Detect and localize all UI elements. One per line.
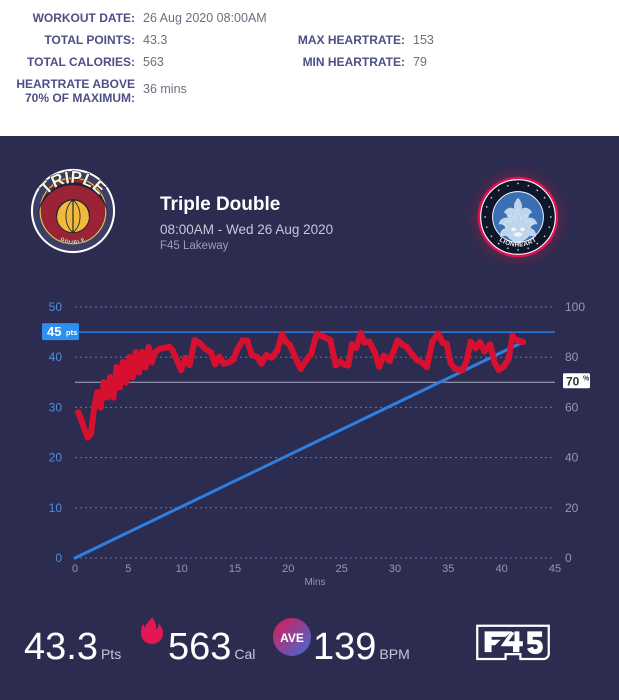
svg-text:25: 25 <box>336 563 348 575</box>
svg-text:80: 80 <box>565 350 579 364</box>
svg-text:20: 20 <box>565 501 579 515</box>
svg-text:50: 50 <box>49 300 63 314</box>
svg-text:20: 20 <box>282 563 294 575</box>
svg-text:70: 70 <box>566 374 580 388</box>
svg-text:0: 0 <box>55 551 62 565</box>
svg-text:40: 40 <box>565 451 579 465</box>
svg-text:45: 45 <box>47 324 61 339</box>
svg-text:20: 20 <box>49 451 63 465</box>
svg-text:5: 5 <box>125 563 131 575</box>
svg-text:45: 45 <box>549 563 561 575</box>
svg-text:30: 30 <box>389 563 401 575</box>
svg-text:10: 10 <box>176 563 188 575</box>
svg-text:10: 10 <box>49 501 63 515</box>
svg-text:15: 15 <box>229 563 241 575</box>
svg-text:100: 100 <box>565 300 585 314</box>
svg-text:60: 60 <box>565 400 579 414</box>
svg-text:40: 40 <box>496 563 508 575</box>
svg-text:30: 30 <box>49 400 63 414</box>
svg-text:Mins: Mins <box>304 577 325 588</box>
svg-text:%: % <box>583 375 590 382</box>
svg-text:AVE: AVE <box>280 631 304 645</box>
svg-text:pts: pts <box>66 328 77 337</box>
svg-text:0: 0 <box>72 563 78 575</box>
svg-text:0: 0 <box>565 551 572 565</box>
svg-text:40: 40 <box>49 350 63 364</box>
svg-text:35: 35 <box>442 563 454 575</box>
